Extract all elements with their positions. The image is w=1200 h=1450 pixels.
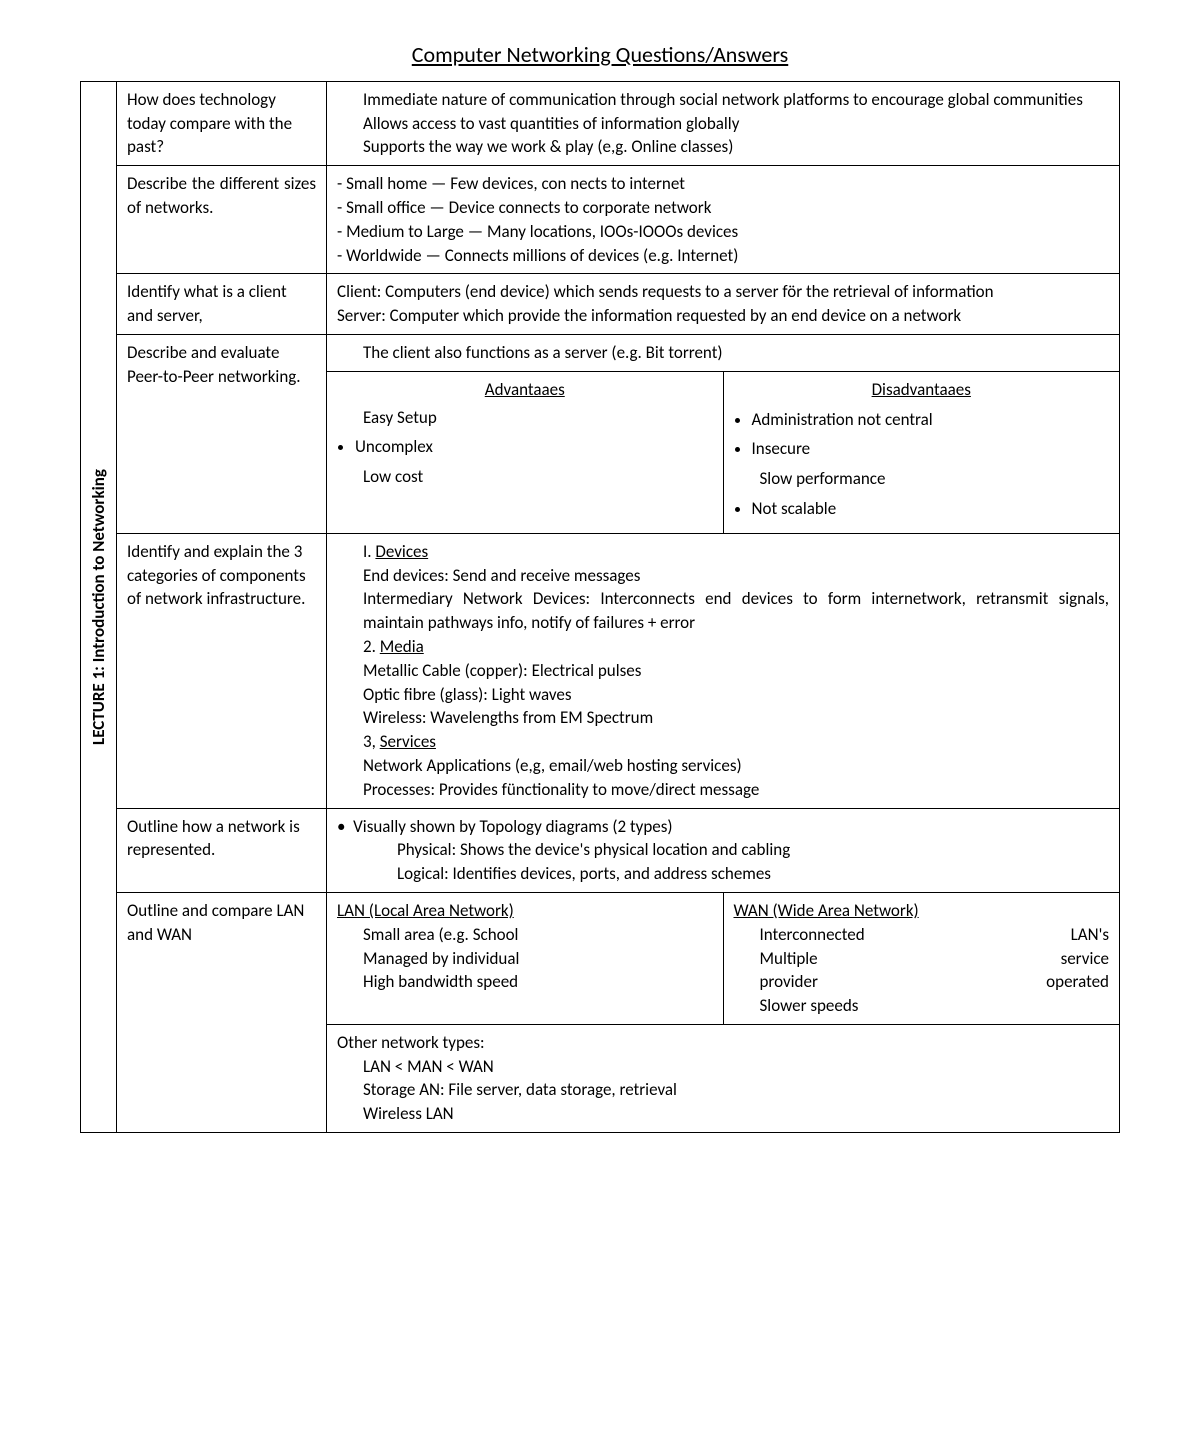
question-cell: Describe the different sizes of networks… xyxy=(117,166,327,273)
disadvantage-item: Not scalable xyxy=(752,497,1110,521)
answer-line: Logical: Identifies devices, ports, and … xyxy=(337,862,1109,886)
answer-line: Allows access to vast quantities of info… xyxy=(337,112,1109,136)
disadvantages-col: Disadvantaaes Administration not central… xyxy=(724,372,1120,533)
question-cell: Outline how a network is represented. xyxy=(117,809,327,892)
answer-line: Client: Computers (end device) which sen… xyxy=(337,280,1109,304)
table-row: Outline and compare LAN and WAN LAN (Loc… xyxy=(117,893,1119,1132)
answer-cell: LAN (Local Area Network) Small area (e.g… xyxy=(327,893,1119,1132)
answer-cell: The client also functions as a server (e… xyxy=(327,335,1119,533)
answer-line: Small office — Device connects to corpor… xyxy=(337,196,1109,220)
wan-text: provider xyxy=(760,970,818,994)
answer-line: Wireless: Wavelengths from EM Spectrum xyxy=(337,706,1109,730)
lan-heading: LAN (Local Area Network) xyxy=(337,900,514,921)
main-table: LECTURE 1: Introduction to Networking Ho… xyxy=(80,81,1120,1133)
answer-line: Medium to Large — Many locations, IOOs-I… xyxy=(337,220,1109,244)
page-title: Computer Networking Questions/Answers xyxy=(80,40,1120,71)
wan-col: WAN (Wide Area Network) Interconnected LA… xyxy=(724,893,1120,1024)
disadvantage-item: Administration not central xyxy=(752,408,1110,432)
answer-line: Network Applications (e,g, email/web hos… xyxy=(337,754,1109,778)
table-row: Describe and evaluate Peer-to-Peer netwo… xyxy=(117,335,1119,534)
answer-line: Processes: Provides fünctionality to mov… xyxy=(337,778,1109,802)
answer-cell: Small home — Few devices, con nects to i… xyxy=(327,166,1119,273)
answer-line: The client also functions as a server (e… xyxy=(327,335,1119,371)
answer-line: Physical: Shows the device's physical lo… xyxy=(337,838,1109,862)
answer-line: Server: Computer which provide the infor… xyxy=(337,304,1109,328)
question-cell: Identify what is a client and server, xyxy=(117,274,327,334)
answer-cell: I. Devices End devices: Send and receive… xyxy=(327,534,1119,808)
table-row: Outline how a network is represented. • … xyxy=(117,809,1119,893)
wan-item: Multiple service xyxy=(734,947,1110,971)
lan-item: Small area (e.g. School xyxy=(337,923,713,947)
table-row: Identify what is a client and server, Cl… xyxy=(117,274,1119,335)
other-item: Wireless LAN xyxy=(337,1102,1109,1126)
answer-line: Worldwide — Connects millions of devices… xyxy=(337,244,1109,268)
lan-col: LAN (Local Area Network) Small area (e.g… xyxy=(327,893,724,1024)
wan-text: service xyxy=(1061,947,1109,971)
disadvantages-heading: Disadvantaaes xyxy=(734,378,1110,402)
question-cell: Describe and evaluate Peer-to-Peer netwo… xyxy=(117,335,327,533)
category-heading: I. Devices xyxy=(337,540,1109,564)
advantages-heading: Advantaaes xyxy=(337,378,713,402)
category-heading: 3, Services xyxy=(337,730,1109,754)
answer-cell: • Visually shown by Topology diagrams (2… xyxy=(327,809,1119,892)
wan-text: LAN's xyxy=(1071,923,1109,947)
answer-line: Immediate nature of communication throug… xyxy=(337,88,1109,112)
table-row: Describe the different sizes of networks… xyxy=(117,166,1119,274)
answer-text: Visually shown by Topology diagrams (2 t… xyxy=(353,816,672,837)
disadvantage-item: Slow performance xyxy=(734,467,1110,491)
adv-dis-grid: Advantaaes Easy Setup Uncomplex Low cost… xyxy=(327,371,1119,533)
wan-item: provider operated xyxy=(734,970,1110,994)
services-label: Services xyxy=(380,731,436,752)
disadvantage-item: Insecure xyxy=(752,437,1110,461)
question-cell: Identify and explain the 3 categories of… xyxy=(117,534,327,808)
answer-line: Optic fibre (glass): Light waves xyxy=(337,683,1109,707)
advantage-item: Uncomplex xyxy=(355,435,713,459)
question-cell: How does technology today compare with t… xyxy=(117,82,327,165)
answer-line: • Visually shown by Topology diagrams (2… xyxy=(337,815,1109,839)
other-heading: Other network types: xyxy=(337,1031,1109,1055)
media-label: Media xyxy=(380,636,424,657)
other-networks: Other network types: LAN < MAN < WAN Sto… xyxy=(327,1024,1119,1132)
lecture-label: LECTURE 1: Introduction to Networking xyxy=(87,469,111,745)
lan-item: Managed by individual xyxy=(337,947,713,971)
advantages-col: Advantaaes Easy Setup Uncomplex Low cost xyxy=(327,372,724,533)
wan-item: Interconnected LAN's xyxy=(734,923,1110,947)
question-cell: Outline and compare LAN and WAN xyxy=(117,893,327,1132)
wan-text: Multiple xyxy=(760,947,818,971)
advantage-item: Low cost xyxy=(337,465,713,489)
other-item: LAN < MAN < WAN xyxy=(337,1055,1109,1079)
answer-line: Metallic Cable (copper): Electrical puls… xyxy=(337,659,1109,683)
wan-text: Interconnected xyxy=(760,923,865,947)
other-item: Storage AN: File server, data storage, r… xyxy=(337,1078,1109,1102)
answer-line: End devices: Send and receive messages xyxy=(337,564,1109,588)
wan-heading: WAN (Wide Area Network) xyxy=(734,900,919,921)
devices-label: Devices xyxy=(375,541,428,562)
answer-line: Supports the way we work & play (e,g. On… xyxy=(337,135,1109,159)
lan-item: High bandwidth speed xyxy=(337,970,713,994)
wan-text: operated xyxy=(1046,970,1109,994)
category-heading: 2. Media xyxy=(337,635,1109,659)
lan-wan-grid: LAN (Local Area Network) Small area (e.g… xyxy=(327,893,1119,1024)
answer-cell: Immediate nature of communication throug… xyxy=(327,82,1119,165)
answer-line: Small home — Few devices, con nects to i… xyxy=(337,172,1109,196)
answer-cell: Client: Computers (end device) which sen… xyxy=(327,274,1119,334)
content-area: How does technology today compare with t… xyxy=(117,82,1119,1132)
answer-line: Intermediary Network Devices: Interconne… xyxy=(337,587,1109,635)
advantage-item: Easy Setup xyxy=(337,406,713,430)
wan-item: Slower speeds xyxy=(734,994,1110,1018)
table-row: Identify and explain the 3 categories of… xyxy=(117,534,1119,809)
lecture-sidebar: LECTURE 1: Introduction to Networking xyxy=(81,82,117,1132)
table-row: How does technology today compare with t… xyxy=(117,82,1119,166)
